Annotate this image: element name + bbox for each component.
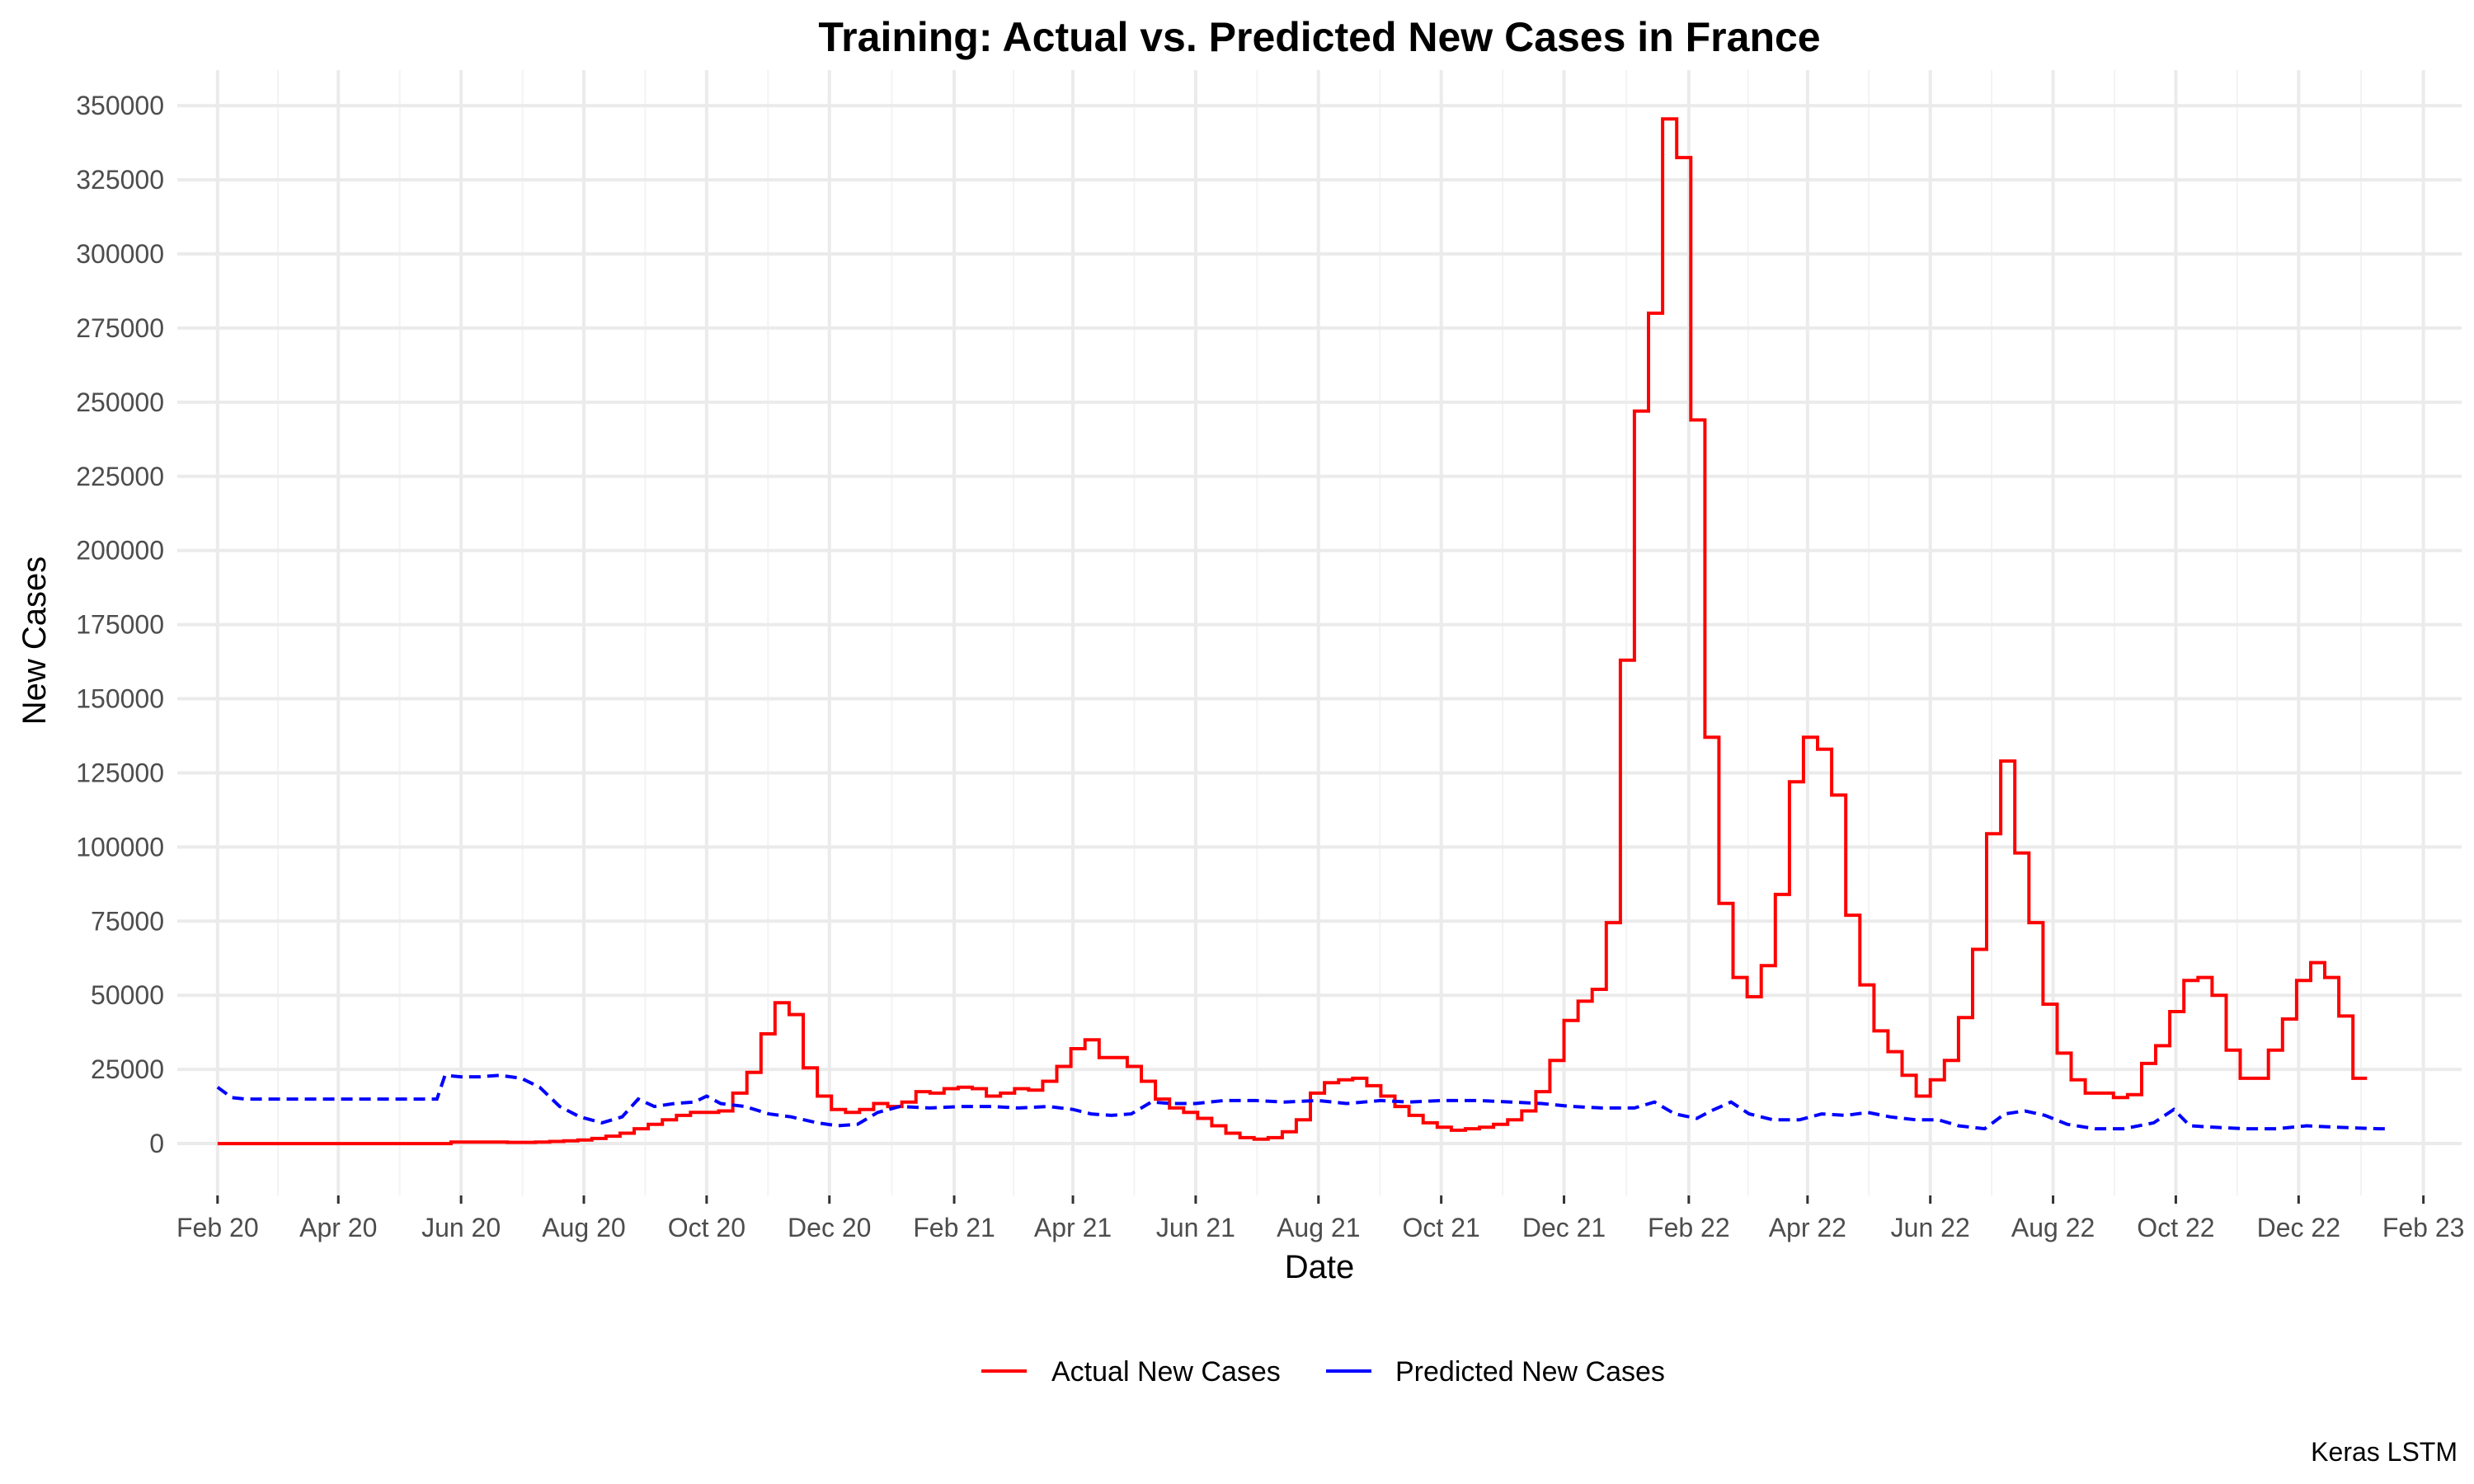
x-axis-title: Date xyxy=(1285,1249,1355,1285)
x-axis-tick-labels: Feb 20 Apr 20 Jun 20 Aug 20 Oct 20 Dec 20 Feb … xyxy=(176,1213,2464,1242)
x-tick-label: Feb 23 xyxy=(2382,1213,2465,1242)
y-tick-label: 75000 xyxy=(91,906,164,936)
x-tick-label: Apr 21 xyxy=(1034,1213,1112,1242)
chart-caption: Keras LSTM xyxy=(2311,1437,2458,1467)
x-tick-label: Oct 21 xyxy=(1403,1213,1480,1242)
y-tick-label: 225000 xyxy=(76,462,164,491)
legend-label-actual: Actual New Cases xyxy=(1051,1356,1281,1388)
y-tick-label: 250000 xyxy=(76,387,164,417)
legend-label-predicted: Predicted New Cases xyxy=(1395,1356,1665,1388)
legend: Actual New Cases Predicted New Cases xyxy=(981,1356,1665,1388)
x-tick-label: Aug 21 xyxy=(1277,1213,1360,1242)
x-tick-label: Dec 20 xyxy=(788,1213,871,1242)
y-tick-label: 50000 xyxy=(91,980,164,1010)
y-tick-label: 125000 xyxy=(76,758,164,787)
x-tick-label: Aug 22 xyxy=(2011,1213,2095,1242)
y-tick-label: 325000 xyxy=(76,165,164,195)
x-tick-label: Feb 22 xyxy=(1648,1213,1730,1242)
y-axis-tick-labels: 0 25000 50000 75000 100000 125000 150000 175000… xyxy=(76,91,164,1158)
y-tick-label: 150000 xyxy=(76,684,164,714)
y-tick-label: 0 xyxy=(149,1129,164,1158)
y-tick-label: 200000 xyxy=(76,536,164,566)
x-tick-label: Jun 21 xyxy=(1156,1213,1235,1242)
x-tick-label: Feb 20 xyxy=(176,1213,259,1242)
x-tick-label: Feb 21 xyxy=(913,1213,995,1242)
major-gridlines xyxy=(177,70,2462,1204)
y-tick-label: 350000 xyxy=(76,91,164,120)
x-tick-label: Oct 22 xyxy=(2137,1213,2214,1242)
y-axis-title: New Cases xyxy=(16,556,53,726)
y-tick-label: 300000 xyxy=(76,239,164,269)
x-tick-label: Jun 22 xyxy=(1891,1213,1970,1242)
x-tick-label: Dec 22 xyxy=(2257,1213,2340,1242)
x-tick-label: Dec 21 xyxy=(1522,1213,1606,1242)
x-tick-label: Apr 22 xyxy=(1769,1213,1846,1242)
y-tick-label: 25000 xyxy=(91,1054,164,1084)
chart-title: Training: Actual vs. Predicted New Cases… xyxy=(818,14,1820,60)
x-tick-label: Aug 20 xyxy=(542,1213,625,1242)
minor-gridlines xyxy=(277,70,2362,1195)
x-tick-label: Apr 20 xyxy=(299,1213,377,1242)
y-tick-label: 275000 xyxy=(76,313,164,343)
x-tick-label: Oct 20 xyxy=(668,1213,745,1242)
x-tick-label: Jun 20 xyxy=(421,1213,501,1242)
y-tick-label: 100000 xyxy=(76,832,164,862)
y-tick-label: 175000 xyxy=(76,610,164,640)
series-layer xyxy=(216,117,2390,1146)
series-line-actual xyxy=(217,117,2368,1146)
